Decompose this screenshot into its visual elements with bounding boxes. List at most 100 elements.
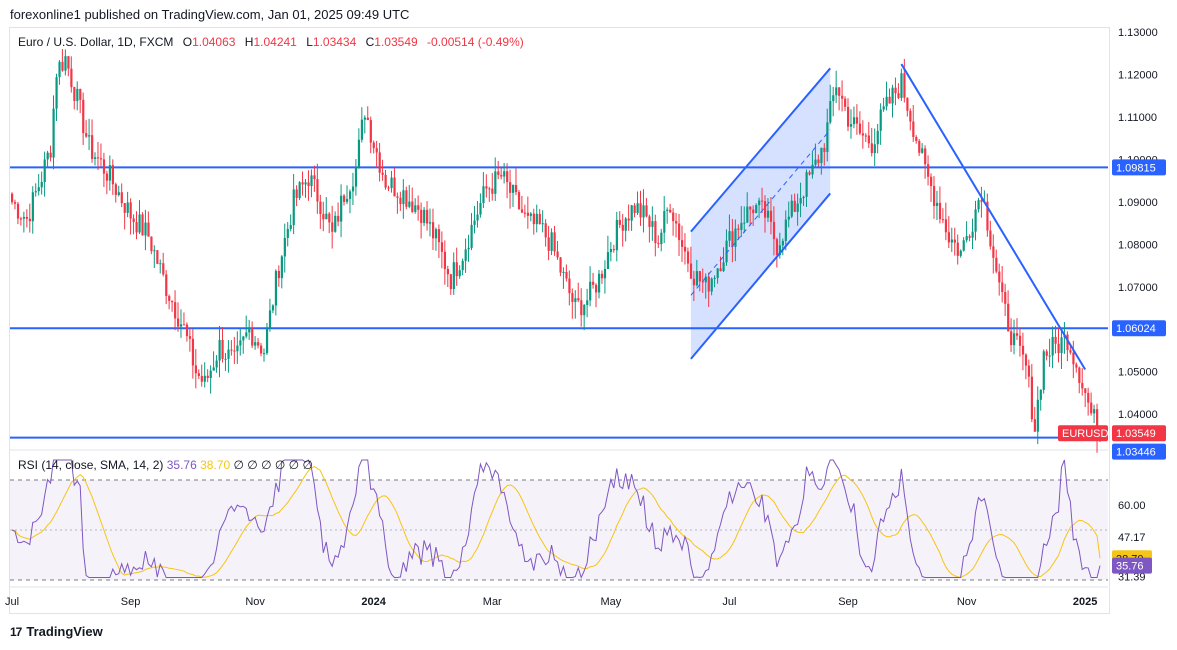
candle [559, 257, 562, 277]
candle [286, 222, 289, 247]
candle [200, 364, 203, 387]
candle-body [191, 338, 195, 366]
candle [165, 270, 168, 305]
candle [1015, 318, 1019, 340]
candle [179, 309, 183, 338]
candle [1013, 319, 1016, 355]
candle-body [707, 276, 710, 292]
candle [52, 95, 55, 170]
candle-body [938, 202, 942, 220]
candle [654, 214, 657, 257]
high-value: 1.04241 [253, 35, 297, 49]
rsi-tick-3: 31.39 [1118, 572, 1146, 584]
candle-body [138, 214, 141, 233]
candle [331, 205, 334, 249]
candle [586, 288, 589, 318]
candle-body [651, 221, 654, 227]
candle [292, 174, 295, 235]
candle [79, 88, 82, 114]
candle-body [351, 186, 355, 192]
candle [633, 203, 636, 218]
candle-body [156, 250, 159, 264]
candle-body [526, 212, 530, 216]
candle-body [257, 342, 260, 346]
candle-body [1015, 333, 1019, 336]
candle [85, 120, 88, 138]
candle [473, 205, 476, 234]
candle [162, 252, 165, 277]
candle [562, 267, 565, 289]
candle [932, 176, 936, 219]
candle-body [574, 298, 577, 303]
chart-frame[interactable] [9, 27, 1110, 614]
candle-body [823, 147, 826, 152]
candle-body [105, 173, 109, 181]
candle [574, 290, 577, 319]
candle-body [666, 209, 669, 211]
candle-body [357, 139, 361, 168]
candle [710, 277, 713, 296]
candle [692, 270, 696, 301]
candle [325, 197, 328, 220]
candle [159, 259, 162, 274]
candle-body [185, 324, 189, 337]
candle-body [322, 214, 325, 220]
candle-body [446, 268, 449, 275]
candle [802, 195, 805, 206]
candle [855, 104, 859, 135]
candle [1033, 407, 1036, 432]
candle-body [553, 232, 556, 252]
candle-body [354, 167, 358, 187]
candle [467, 234, 470, 262]
candle-body [1001, 282, 1004, 293]
candle-body [479, 203, 482, 215]
candle [328, 212, 331, 234]
candle [123, 203, 126, 230]
candle [950, 227, 953, 252]
candle [37, 173, 40, 196]
candle [1045, 349, 1048, 361]
candle-body [99, 158, 103, 160]
candle [612, 244, 616, 253]
candle-body [1030, 376, 1034, 420]
candle-body [1042, 351, 1045, 390]
candle-body [473, 220, 476, 225]
candle-body [215, 360, 218, 368]
candle [295, 185, 298, 207]
candle-body [319, 201, 322, 215]
rsi-legend[interactable]: RSI (14, close, SMA, 14, 2) 35.76 38.70 … [18, 458, 313, 472]
candle [402, 179, 405, 219]
candle-body [974, 209, 977, 232]
candle [150, 236, 153, 255]
footer-brand[interactable]: 17 TradingView [10, 624, 103, 639]
candle-body [592, 281, 595, 285]
candle-body [117, 192, 120, 195]
time-tick-6: Jul [722, 596, 736, 608]
candle [126, 191, 129, 218]
candle [1054, 325, 1057, 354]
candle-body [891, 87, 894, 104]
symbol-badge-bg [1058, 425, 1108, 442]
trendline-channel-mid [690, 129, 831, 296]
candle-body [799, 198, 802, 204]
price-tick-0: 1.13000 [1118, 27, 1158, 39]
candle-body [849, 124, 853, 127]
change-value: -0.00514 (-0.49%) [427, 35, 524, 49]
candle [1004, 283, 1007, 316]
price-tick-4: 1.09000 [1118, 197, 1158, 209]
candle [903, 58, 906, 103]
candle-body [366, 117, 369, 121]
candle-body [239, 340, 242, 346]
symbol-legend[interactable]: Euro / U.S. Dollar, 1D, FXCM O1.04063 H1… [18, 35, 524, 49]
candle-body [998, 271, 1001, 283]
candle-body [867, 135, 870, 144]
candle-body [541, 223, 544, 225]
candle-body [737, 228, 740, 230]
candle [621, 213, 624, 247]
candle-body [482, 186, 485, 204]
candle [713, 275, 716, 288]
candle [698, 271, 701, 292]
last-price-badge-text: 1.03549 [1116, 428, 1156, 440]
channel [690, 68, 831, 359]
